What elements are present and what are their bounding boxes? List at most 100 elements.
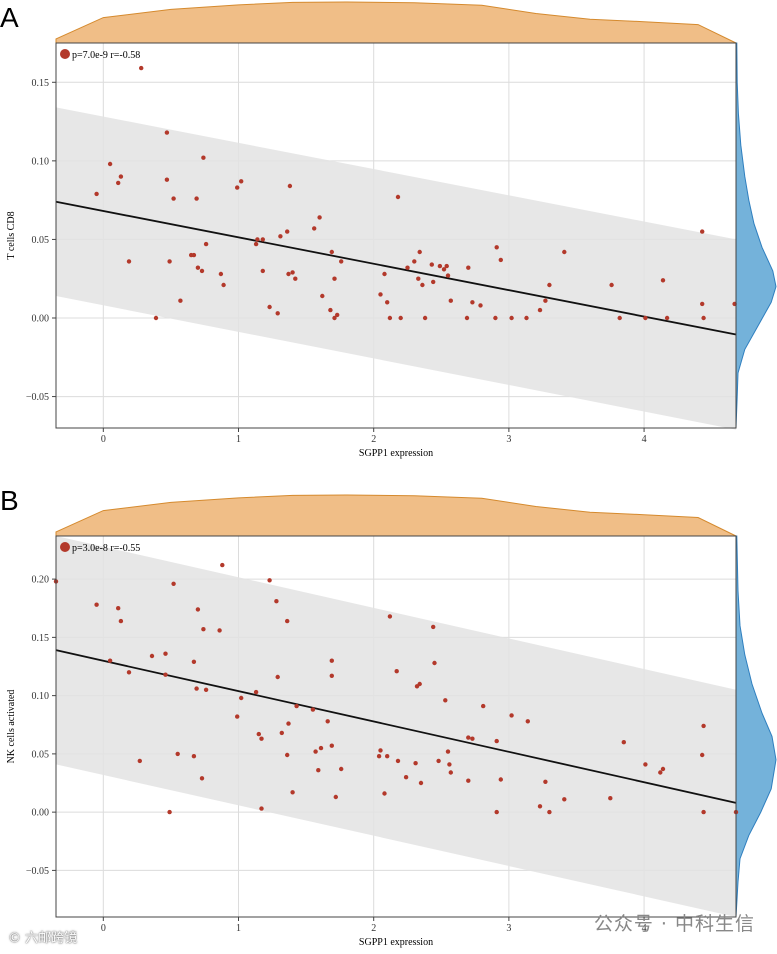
panel-b-point — [267, 578, 272, 583]
panel-a-x-tick-label: 3 — [506, 434, 511, 445]
panel-b-legend: p=3.0e-8 r=-0.55 — [60, 542, 140, 554]
panel-b-point — [339, 766, 344, 772]
panel-b-point — [294, 703, 299, 709]
panel-a-point — [382, 271, 387, 277]
panel-a-point — [218, 271, 224, 277]
panel-b-point — [525, 719, 530, 724]
panel-b-point — [701, 723, 706, 729]
panel-a-point — [290, 270, 295, 275]
panel-a-y-density — [735, 42, 777, 429]
panel-b-y-tick-label: 0.10 — [32, 691, 50, 702]
panel-a-point — [422, 315, 428, 321]
panel-a-y-axis-title: T cells CD8 — [6, 211, 17, 259]
panel-a-point — [464, 315, 470, 321]
panel-b-point — [195, 607, 201, 612]
panel-a-points — [94, 65, 737, 321]
panel-b-point — [413, 761, 418, 766]
panel-b-point — [118, 618, 124, 624]
panel-b-point — [313, 749, 318, 754]
panel-b-point — [116, 606, 121, 611]
panel-b-point — [481, 703, 486, 709]
panel-a-point — [417, 249, 422, 255]
panel-b-point — [445, 749, 451, 754]
panel-a-point — [312, 226, 317, 231]
panel-a-point — [278, 234, 283, 239]
panel-a-point — [287, 183, 293, 189]
panel-a-y-tick-label: 0.00 — [32, 314, 50, 325]
panel-a-point — [412, 259, 417, 264]
panel-a-point — [275, 311, 280, 316]
panel-b-point — [126, 670, 132, 675]
panel-a-point — [543, 298, 548, 303]
panel-b-point — [660, 766, 666, 772]
panel-b-y-density — [735, 535, 777, 918]
panel-a-point — [466, 265, 471, 270]
panel-b-x-tick-label: 4 — [642, 923, 647, 934]
panel-a-point — [118, 174, 124, 179]
panel-a-point — [164, 130, 170, 135]
panel-a-point — [260, 237, 265, 242]
panel-a-x-density — [55, 1, 737, 44]
panel-b: B 0 1 2 3 4 −0.05 0.00 0.05 0.10 0.15 0.20 SGPP1 … — [0, 485, 777, 948]
panel-b-point — [498, 777, 503, 782]
panel-b-point — [643, 762, 648, 767]
panel-a-point — [416, 276, 421, 281]
panel-a-point — [332, 315, 337, 321]
panel-a-legend: p=7.0e-9 r=-0.58 — [60, 49, 140, 61]
panel-a-point — [444, 263, 449, 269]
panel-a-y-tick-label: −0.05 — [26, 392, 49, 403]
panel-a-point — [126, 259, 132, 264]
panel-b-point — [509, 713, 514, 718]
panel-a-point — [700, 301, 705, 307]
panel-a-point — [547, 282, 552, 288]
panel-b-y-tick-label: 0.00 — [32, 808, 50, 819]
panel-a: A 0 1 2 3 4 −0.05 0.00 0.05 0.10 0.15 SGPP1 expr… — [0, 1, 777, 459]
panel-a-point — [405, 265, 410, 270]
panel-a-y-axis: −0.05 0.00 0.05 0.10 0.15 — [26, 78, 56, 403]
panel-b-point — [290, 790, 295, 795]
panel-a-point — [255, 237, 260, 242]
panel-a-y-tick-label: 0.15 — [32, 78, 50, 89]
panel-a-point — [164, 177, 170, 182]
panel-b-point — [163, 651, 168, 656]
panel-a-point — [107, 161, 113, 167]
panel-a-point — [339, 259, 344, 264]
panel-a-point — [478, 303, 483, 308]
panel-a-plot-frame — [55, 42, 737, 429]
panel-a-point — [194, 196, 199, 201]
panel-b-point — [259, 736, 264, 741]
panel-b-point — [431, 624, 436, 630]
panel-b-x-axis: 0 1 2 3 4 — [101, 917, 647, 934]
panel-b-point — [94, 602, 99, 607]
panel-a-point — [178, 298, 183, 303]
panel-b-point — [285, 618, 290, 624]
panel-b-point — [325, 719, 330, 724]
panel-a-point — [395, 194, 401, 200]
panel-a-point — [378, 292, 383, 297]
panel-b-point — [318, 745, 324, 751]
panel-a-point — [116, 180, 121, 186]
panel-b-y-tick-label: 0.15 — [32, 633, 50, 644]
panel-a-point — [617, 315, 622, 321]
panel-a-x-axis-title: SGPP1 expression — [359, 448, 433, 459]
panel-b-point — [163, 672, 168, 677]
panel-b-point — [310, 707, 316, 712]
panel-a-point — [664, 315, 670, 321]
panel-a-point — [701, 315, 706, 321]
panel-b-point — [191, 754, 197, 759]
panel-a-point — [700, 229, 705, 234]
panel-b-y-tick-label: −0.05 — [26, 866, 49, 877]
panel-b-point — [149, 653, 155, 659]
panel-b-y-tick-label: 0.05 — [32, 749, 50, 760]
panel-a-point — [562, 249, 567, 255]
panel-b-point — [562, 797, 567, 802]
panel-b-point — [466, 735, 471, 740]
panel-a-x-tick-label: 2 — [371, 434, 376, 445]
panel-a-point — [437, 263, 443, 269]
panel-a-point — [199, 268, 205, 274]
panel-a-point — [201, 155, 206, 160]
panel-a-y-tick-label: 0.10 — [32, 156, 50, 167]
panel-b-point — [436, 758, 441, 764]
panel-b-point — [199, 776, 205, 781]
panel-a-x-tick-label: 4 — [642, 434, 647, 445]
